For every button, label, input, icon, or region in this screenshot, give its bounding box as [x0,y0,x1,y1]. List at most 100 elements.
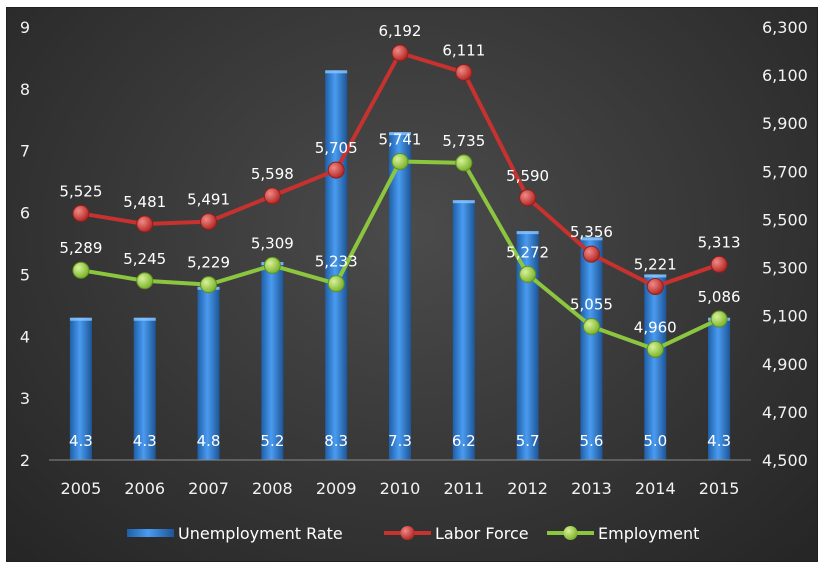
labor-force-data-label: 5,598 [251,165,294,183]
employment-marker [263,256,281,274]
x-axis-tick-label: 2014 [635,479,676,498]
bar-2007 [197,286,220,460]
right-axis-tick-label: 5,100 [762,307,808,326]
employment-marker [582,317,600,335]
employment-data-label: 5,289 [59,239,102,257]
left-axis-tick-label: 4 [20,327,30,346]
labor-force-marker [455,63,473,81]
x-axis-tick-label: 2012 [507,479,548,498]
left-axis-tick-label: 8 [20,80,30,99]
left-axis-tick-label: 9 [20,18,30,37]
x-axis-tick-label: 2009 [316,479,357,498]
labor-force-marker [519,189,537,207]
labor-force-marker [646,278,664,296]
labor-force-marker [710,255,728,273]
bar-2013 [580,237,603,460]
right-axis-tick-label: 5,300 [762,259,808,278]
labor-force-data-label: 5,705 [315,139,358,157]
employment-data-label: 5,086 [698,288,741,306]
labor-force-marker [72,204,90,222]
legend-label-employment: Employment [598,524,699,543]
x-axis-tick-label: 2006 [124,479,165,498]
right-axis-tick-label: 6,100 [762,66,808,85]
employment-data-label: 5,229 [187,254,230,272]
left-axis-tick-label: 7 [20,142,30,161]
employment-data-label: 4,960 [634,318,677,336]
bar-data-label: 6.2 [452,432,476,450]
employment-marker [710,310,728,328]
labor-force-marker [136,215,154,233]
legend-marker-labor-force [400,526,415,540]
right-axis-tick-label: 4,500 [762,451,808,470]
right-axis-tick-label: 6,300 [762,18,808,37]
labor-force-data-label: 5,313 [698,233,741,251]
bar-2008 [261,262,284,460]
bar-2010 [389,132,411,460]
labor-force-data-label: 6,111 [442,41,485,59]
right-axis-tick-label: 5,900 [762,114,808,133]
labor-force-data-label: 5,590 [506,167,549,185]
labor-force-data-label: 5,356 [570,223,613,241]
bar-data-label: 5.2 [260,432,284,450]
bar-top-highlight [325,70,348,74]
legend-swatch-unemployment-rate [127,529,174,537]
bar-top-highlight [644,274,667,278]
right-axis-tick-label: 5,700 [762,162,808,181]
bar-data-label: 4.3 [69,432,93,450]
bar-top-highlight [580,237,603,241]
labor-force-data-label: 5,481 [123,193,166,211]
x-axis-tick-label: 2011 [443,479,484,498]
labor-force-marker [200,213,218,231]
bar-2014 [644,274,667,460]
left-axis-tick-label: 2 [20,451,30,470]
bar-top-highlight [452,200,475,204]
right-axis-tick-label: 4,900 [762,355,808,374]
bar-data-label: 4.3 [707,432,731,450]
employment-data-label: 5,741 [379,130,422,148]
x-axis-tick-label: 2013 [571,479,612,498]
bar-data-label: 7.3 [388,432,412,450]
employment-marker [200,276,218,294]
x-axis-tick-label: 2005 [61,479,102,498]
right-axis-tick-label: 5,500 [762,210,808,229]
left-axis-tick-label: 5 [20,265,30,284]
bar-2005 [69,317,92,460]
labor-force-marker [582,245,600,263]
employment-marker [391,152,409,170]
bar-data-label: 8.3 [324,432,348,450]
labor-force-data-label: 5,491 [187,191,230,209]
bar-data-label: 4.3 [133,432,157,450]
left-axis-tick-label: 3 [20,389,30,408]
employment-marker [646,340,664,358]
left-axis-tick-label: 6 [20,204,30,223]
labor-force-data-label: 5,221 [634,256,677,274]
bar-top-highlight [389,132,411,136]
legend-marker-employment [563,526,578,540]
bar-top-highlight [133,317,156,321]
bar-2006 [133,317,156,460]
bar-data-label: 5.0 [643,432,667,450]
x-axis-tick-label: 2015 [699,479,740,498]
labor-force-marker [391,44,409,62]
labor-force-marker [327,161,345,179]
x-axis-tick-label: 2007 [188,479,229,498]
x-axis-tick-label: 2008 [252,479,293,498]
bar-2012 [516,231,539,460]
employment-marker [327,275,345,293]
employment-data-label: 5,233 [315,253,358,271]
labor-force-data-label: 5,525 [59,182,102,200]
bar-2011 [452,200,475,460]
labor-force-data-label: 6,192 [379,22,422,40]
employment-data-label: 5,245 [123,250,166,268]
bar-data-label: 4.8 [197,432,221,450]
legend-label-unemployment-rate: Unemployment Rate [178,524,343,543]
employment-marker [72,261,90,279]
bar-data-label: 5.6 [580,432,604,450]
labor-force-marker [263,187,281,205]
employment-marker [136,272,154,290]
employment-data-label: 5,309 [251,234,294,252]
x-axis-tick-label: 2010 [380,479,421,498]
employment-data-label: 5,272 [506,243,549,261]
